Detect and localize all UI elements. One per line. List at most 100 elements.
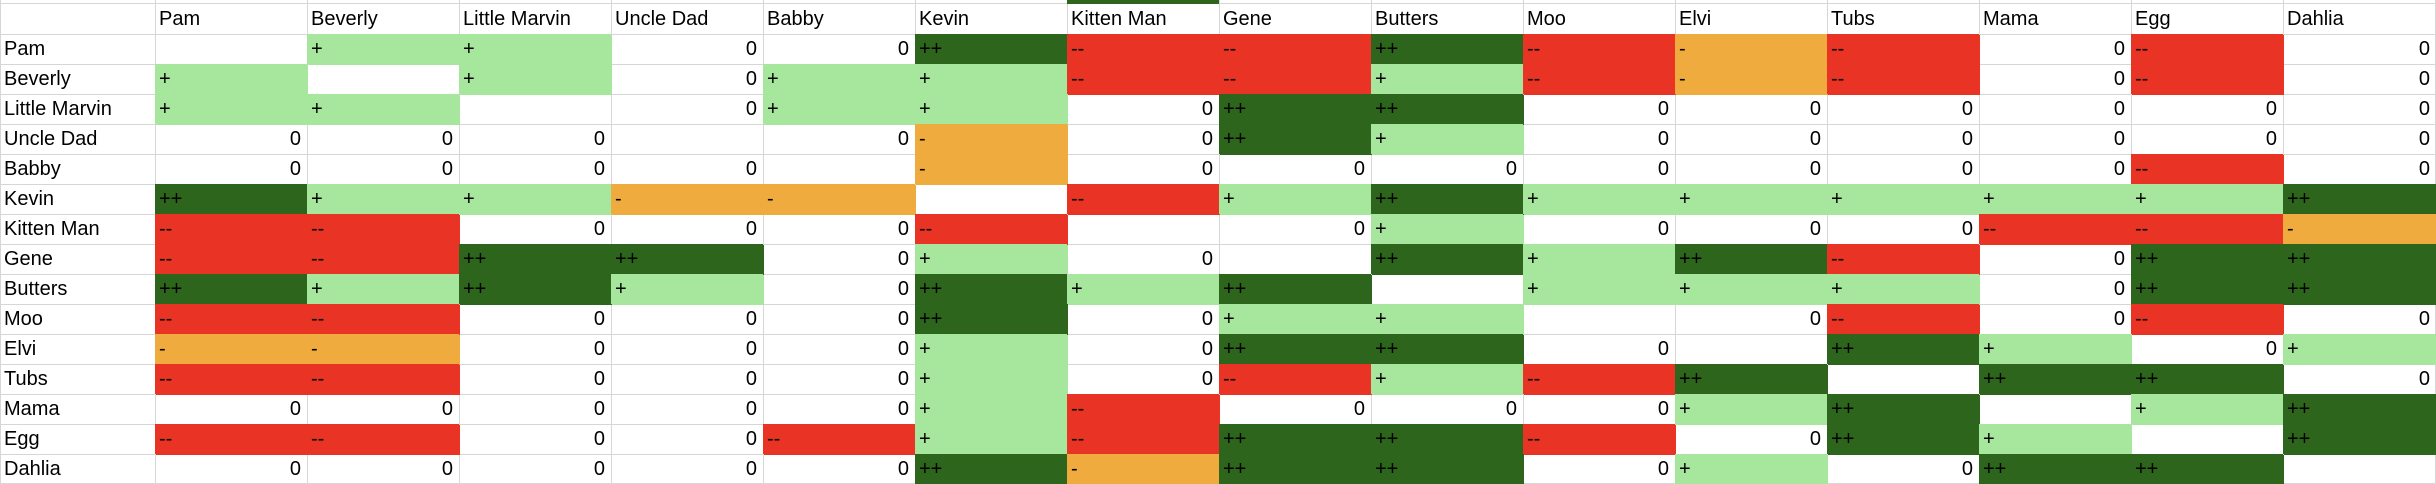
cell-little-marvin-beverly[interactable]: + [307, 94, 459, 124]
cell-kitten-man-mama[interactable]: -- [1979, 214, 2131, 244]
cell-beverly-beverly[interactable] [307, 64, 459, 94]
cell-egg-egg[interactable] [2131, 424, 2283, 454]
row-header-kevin[interactable]: Kevin [4, 188, 55, 210]
cell-mama-tubs[interactable]: ++ [1827, 394, 1979, 424]
column-header-pam[interactable]: Pam [159, 8, 201, 30]
cell-tubs-pam[interactable]: -- [155, 364, 307, 394]
cell-kevin-little-marvin[interactable]: + [459, 184, 611, 214]
cell-little-marvin-butters[interactable]: ++ [1371, 94, 1523, 124]
cell-babby-dahlia[interactable]: 0 [2418, 158, 2430, 180]
row-header-little-marvin[interactable]: Little Marvin [4, 98, 112, 120]
cell-moo-gene[interactable]: + [1219, 304, 1371, 334]
cell-beverly-uncle-dad[interactable]: 0 [745, 68, 757, 90]
cell-elvi-kitten-man[interactable]: 0 [1201, 338, 1213, 360]
cell-elvi-beverly[interactable]: - [307, 334, 459, 364]
cell-elvi-butters[interactable]: ++ [1371, 334, 1523, 364]
cell-butters-little-marvin[interactable]: ++ [459, 274, 611, 304]
cell-mama-babby[interactable]: 0 [897, 398, 909, 420]
cell-pam-butters[interactable]: ++ [1371, 34, 1523, 64]
cell-tubs-babby[interactable]: 0 [897, 368, 909, 390]
cell-kevin-moo[interactable]: + [1523, 184, 1675, 214]
cell-elvi-kevin[interactable]: + [915, 334, 1067, 364]
row-header-elvi[interactable]: Elvi [4, 338, 37, 360]
cell-pam-elvi[interactable]: - [1675, 34, 1827, 64]
row-header-uncle-dad[interactable]: Uncle Dad [4, 128, 98, 150]
cell-uncle-dad-elvi[interactable]: 0 [1809, 128, 1821, 150]
cell-gene-moo[interactable]: + [1523, 244, 1675, 274]
cell-elvi-little-marvin[interactable]: 0 [593, 338, 605, 360]
cell-uncle-dad-little-marvin[interactable]: 0 [593, 128, 605, 150]
cell-kitten-man-egg[interactable]: -- [2131, 214, 2283, 244]
cell-moo-mama[interactable]: 0 [2113, 308, 2125, 330]
cell-butters-elvi[interactable]: + [1675, 274, 1827, 304]
cell-little-marvin-mama[interactable]: 0 [2113, 98, 2125, 120]
cell-pam-kitten-man[interactable]: -- [1067, 34, 1219, 64]
cell-beverly-little-marvin[interactable]: + [459, 64, 611, 94]
cell-butters-moo[interactable]: + [1523, 274, 1675, 304]
cell-elvi-uncle-dad[interactable]: 0 [745, 338, 757, 360]
cell-uncle-dad-dahlia[interactable]: 0 [2418, 128, 2430, 150]
cell-kevin-butters[interactable]: ++ [1371, 184, 1523, 214]
cell-tubs-mama[interactable]: ++ [1979, 364, 2131, 394]
row-header-babby[interactable]: Babby [4, 158, 61, 180]
cell-kevin-mama[interactable]: + [1979, 184, 2131, 214]
cell-butters-beverly[interactable]: + [307, 274, 459, 304]
cell-egg-butters[interactable]: ++ [1371, 424, 1523, 454]
cell-egg-elvi[interactable]: 0 [1809, 428, 1821, 450]
cell-beverly-babby[interactable]: + [763, 64, 915, 94]
cell-butters-uncle-dad[interactable]: + [611, 274, 763, 304]
cell-beverly-pam[interactable]: + [155, 64, 307, 94]
cell-gene-uncle-dad[interactable]: ++ [611, 244, 763, 274]
cell-pam-dahlia[interactable]: 0 [2418, 38, 2430, 60]
row-header-kitten-man[interactable]: Kitten Man [4, 218, 100, 240]
cell-kevin-kitten-man[interactable]: -- [1067, 184, 1219, 214]
column-header-kevin[interactable]: Kevin [919, 8, 970, 30]
cell-mama-pam[interactable]: 0 [289, 398, 301, 420]
column-header-babby[interactable]: Babby [767, 8, 824, 30]
cell-dahlia-kitten-man[interactable]: - [1067, 454, 1219, 484]
cell-babby-elvi[interactable]: 0 [1809, 158, 1821, 180]
cell-dahlia-beverly[interactable]: 0 [441, 458, 453, 480]
row-header-dahlia[interactable]: Dahlia [4, 458, 61, 480]
cell-uncle-dad-beverly[interactable]: 0 [441, 128, 453, 150]
cell-tubs-butters[interactable]: + [1371, 364, 1523, 394]
cell-gene-little-marvin[interactable]: ++ [459, 244, 611, 274]
cell-uncle-dad-butters[interactable]: + [1371, 124, 1523, 154]
cell-dahlia-butters[interactable]: ++ [1371, 454, 1523, 484]
row-header-egg[interactable]: Egg [4, 428, 40, 450]
cell-babby-mama[interactable]: 0 [2113, 158, 2125, 180]
column-header-uncle-dad[interactable]: Uncle Dad [615, 8, 709, 30]
cell-tubs-elvi[interactable]: ++ [1675, 364, 1827, 394]
cell-gene-gene[interactable] [1219, 244, 1371, 274]
cell-pam-mama[interactable]: 0 [2113, 38, 2125, 60]
cell-babby-egg[interactable]: -- [2131, 154, 2283, 184]
cell-little-marvin-uncle-dad[interactable]: 0 [745, 98, 757, 120]
cell-kevin-kevin[interactable] [915, 184, 1067, 214]
cell-mama-kitten-man[interactable]: -- [1067, 394, 1219, 424]
cell-uncle-dad-pam[interactable]: 0 [289, 128, 301, 150]
cell-egg-moo[interactable]: -- [1523, 424, 1675, 454]
cell-babby-pam[interactable]: 0 [289, 158, 301, 180]
cell-dahlia-babby[interactable]: 0 [897, 458, 909, 480]
column-header-gene[interactable]: Gene [1223, 8, 1272, 30]
cell-moo-butters[interactable]: + [1371, 304, 1523, 334]
cell-egg-uncle-dad[interactable]: 0 [745, 428, 757, 450]
cell-moo-beverly[interactable]: -- [307, 304, 459, 334]
cell-dahlia-moo[interactable]: 0 [1657, 458, 1669, 480]
cell-beverly-gene[interactable]: -- [1219, 64, 1371, 94]
cell-babby-babby[interactable] [763, 154, 915, 184]
cell-butters-dahlia[interactable]: ++ [2283, 274, 2436, 304]
corner-cell[interactable] [0, 4, 155, 34]
cell-butters-tubs[interactable]: + [1827, 274, 1979, 304]
cell-butters-gene[interactable]: ++ [1219, 274, 1371, 304]
cell-uncle-dad-egg[interactable]: 0 [2265, 128, 2277, 150]
cell-little-marvin-tubs[interactable]: 0 [1961, 98, 1973, 120]
cell-babby-tubs[interactable]: 0 [1961, 158, 1973, 180]
cell-tubs-kitten-man[interactable]: 0 [1201, 368, 1213, 390]
cell-uncle-dad-kevin[interactable]: - [915, 124, 1067, 154]
cell-little-marvin-moo[interactable]: 0 [1657, 98, 1669, 120]
cell-mama-elvi[interactable]: + [1675, 394, 1827, 424]
cell-moo-kevin[interactable]: ++ [915, 304, 1067, 334]
cell-gene-egg[interactable]: ++ [2131, 244, 2283, 274]
cell-butters-egg[interactable]: ++ [2131, 274, 2283, 304]
